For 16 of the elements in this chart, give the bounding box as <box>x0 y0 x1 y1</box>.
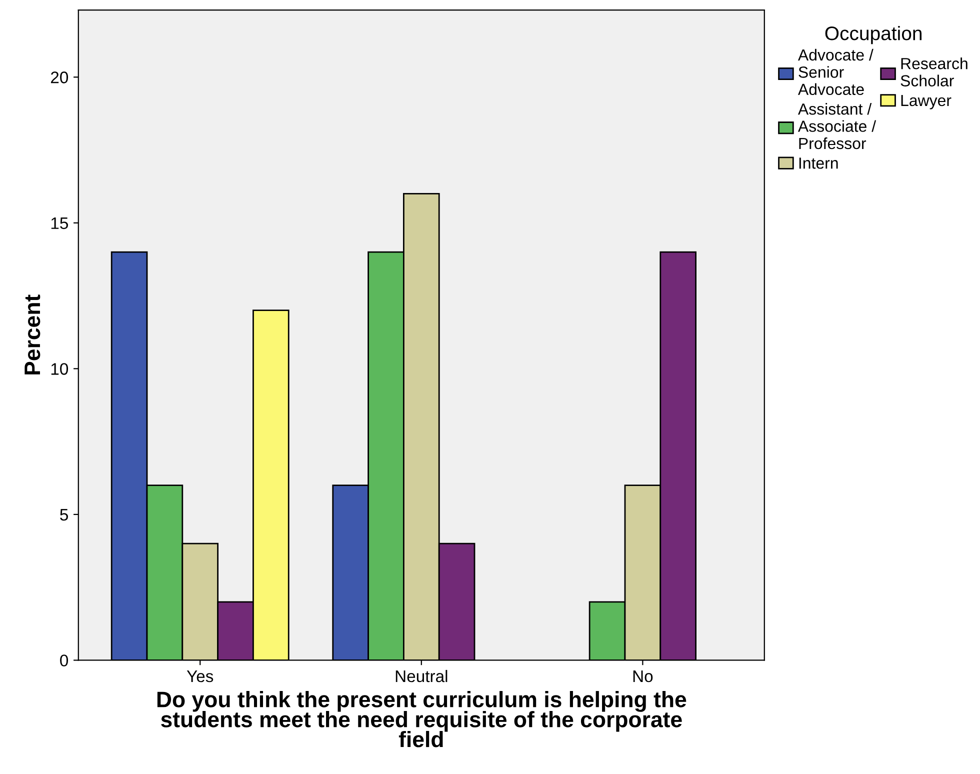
x-axis-title: Do you think the present curriculum is helping the students meet the need requisite of the corporate field <box>157 691 686 748</box>
y-tick-label: 0 <box>60 654 68 666</box>
y-axis-title: Percent <box>24 294 40 374</box>
y-tick-label: 20 <box>50 72 68 84</box>
legend-label: Lawyer <box>901 94 952 110</box>
x-tick-label: Yes <box>186 670 214 682</box>
legend-title: Occupation <box>825 26 922 44</box>
y-tick-label: 15 <box>51 217 68 230</box>
legend-label: Research Scholar <box>900 58 968 86</box>
y-tick-label: 10 <box>51 363 68 375</box>
legend-label: Intern <box>799 158 838 169</box>
legend-label: Advocate / Senior Advocate <box>798 48 874 96</box>
y-tick-label: 5 <box>60 509 68 521</box>
x-tick-label: Neutral <box>396 670 448 682</box>
x-tick-label: No <box>633 670 653 682</box>
legend-label: Assistant / Associate / Professor <box>798 102 876 150</box>
